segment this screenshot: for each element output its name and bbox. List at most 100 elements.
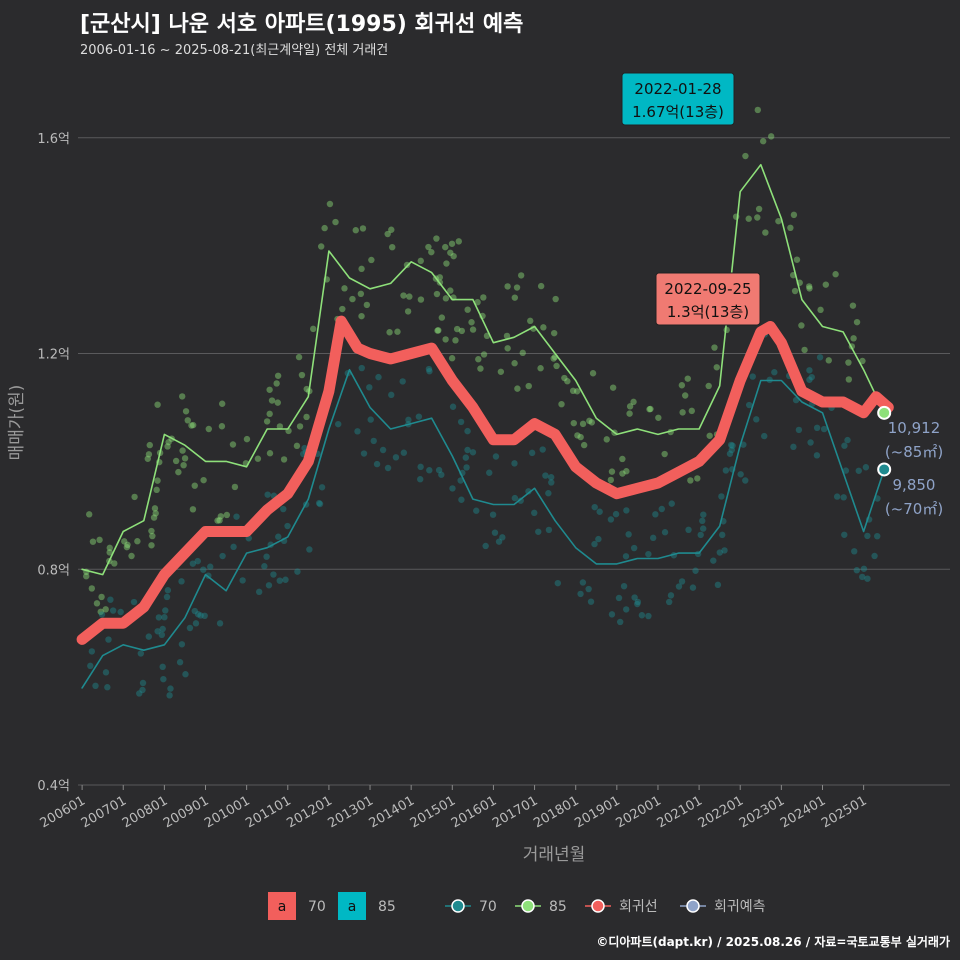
scatter-point-85 [96,536,103,544]
scatter-point-70 [665,598,673,606]
scatter-point-70 [700,511,707,518]
scatter-point-85 [817,306,824,314]
scatter-point-70 [201,612,208,620]
x-tick-label: 201301 [326,793,376,831]
scatter-point-70 [667,592,675,599]
scatter-point-70 [449,485,456,492]
scatter-point-85 [274,399,281,406]
scatter-point-70 [860,565,868,572]
scatter-point-85 [626,403,634,410]
x-tick-label: 201601 [449,793,499,831]
scatter-point-85 [394,328,401,335]
scatter-point-70 [727,441,735,449]
scatter-point-85 [106,549,113,556]
scatter-point-70 [166,692,173,699]
scatter-point-85 [793,256,801,263]
scatter-point-70 [265,582,273,589]
scatter-point-70 [577,590,584,598]
scatter-point-70 [820,425,828,433]
scatter-point-85 [455,238,463,245]
scatter-point-70 [464,446,471,454]
endpoint-70 [877,462,892,477]
end-label-70-note: (~70㎡) [885,500,943,518]
scatter-point-70 [489,511,497,518]
scatter-point-85 [687,477,694,484]
scatter-point-70 [517,497,524,504]
scatter-point-70 [808,373,815,381]
scatter-point-85 [619,455,626,463]
scatter-point-85 [755,205,763,213]
scatter-point-70 [685,526,692,534]
scatter-point-70 [162,607,169,614]
scatter-point-85 [368,256,375,264]
x-tick-label: 201101 [243,793,293,831]
scatter-point-70 [417,476,424,483]
scatter-point-85 [448,240,456,247]
scatter-point-85 [754,106,761,114]
scatter-point-85 [434,327,441,334]
legend-line-label-70: 70 [479,899,497,915]
scatter-point-85 [231,483,239,491]
scatter-point-70 [87,662,94,670]
scatter-point-70 [607,516,615,523]
scatter-point-85 [339,305,346,313]
scatter-point-70 [255,588,263,596]
scatter-point-85 [850,335,857,342]
scatter-point-85 [845,359,852,366]
x-tick-label: 201201 [284,793,334,831]
scatter-point-70 [360,450,368,457]
scatter-point-85 [550,355,557,362]
scatter-point-85 [608,468,616,475]
callout-85-box [621,72,735,126]
scatter-point-85 [266,410,273,418]
scatter-point-85 [83,573,90,580]
scatter-point-70 [622,606,630,613]
scatter-point-70 [400,449,408,456]
scatter-point-70 [697,531,704,539]
scatter-point-70 [136,690,143,697]
scatter-point-85 [480,351,488,358]
x-axis-title: 거래년월 [523,845,586,865]
scatter-point-85 [661,450,668,458]
scatter-point-85 [630,398,637,406]
scatter-point-70 [104,684,111,691]
scatter-point-70 [833,493,841,500]
scatter-point-85 [517,272,525,279]
scatter-point-85 [647,405,654,413]
scatter-point-85 [93,600,101,607]
scatter-point-70 [542,472,549,479]
x-tick-label: 202401 [778,793,828,831]
scatter-points [83,106,881,699]
scatter-point-70 [270,571,277,578]
scatter-point-85 [705,382,712,390]
x-tick-label: 202201 [696,793,746,831]
scatter-point-70 [197,612,204,619]
scatter-point-70 [239,577,246,584]
scatter-point-70 [722,467,730,474]
scatter-point-70 [545,526,553,534]
endpoint-85 [877,405,892,420]
scatter-point-85 [188,422,195,429]
scatter-point-85 [266,450,274,457]
scatter-point-70 [164,587,172,594]
scatter-point-85 [154,401,161,408]
scatter-point-85 [845,376,853,383]
x-tick-label: 201001 [202,793,252,831]
scatter-point-70 [591,503,598,511]
scatter-point-85 [121,538,128,545]
scatter-point-70 [370,437,377,445]
scatter-point-70 [276,577,283,584]
scatter-point-70 [807,439,814,446]
scatter-point-85 [223,511,231,519]
scatter-point-85 [474,298,481,306]
y-tick-label: 0.4억 [37,779,70,794]
scatter-point-70 [473,507,480,514]
scatter-point-85 [189,421,197,429]
scatter-point-85 [564,378,571,385]
scatter-point-85 [684,375,691,382]
scatter-point-70 [117,608,124,616]
scatter-point-85 [775,217,782,225]
scatter-point-85 [681,392,689,399]
scatter-point-70 [194,557,201,565]
scatter-point-85 [111,560,118,567]
